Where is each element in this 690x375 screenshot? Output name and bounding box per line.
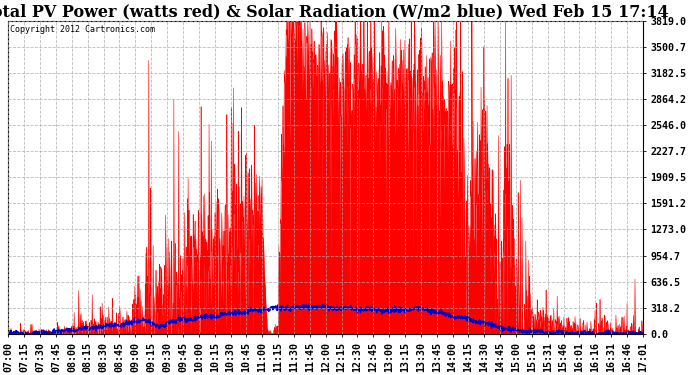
Title: Total PV Power (watts red) & Solar Radiation (W/m2 blue) Wed Feb 15 17:14: Total PV Power (watts red) & Solar Radia… [0, 3, 669, 21]
Text: Copyright 2012 Cartronics.com: Copyright 2012 Cartronics.com [10, 26, 155, 34]
